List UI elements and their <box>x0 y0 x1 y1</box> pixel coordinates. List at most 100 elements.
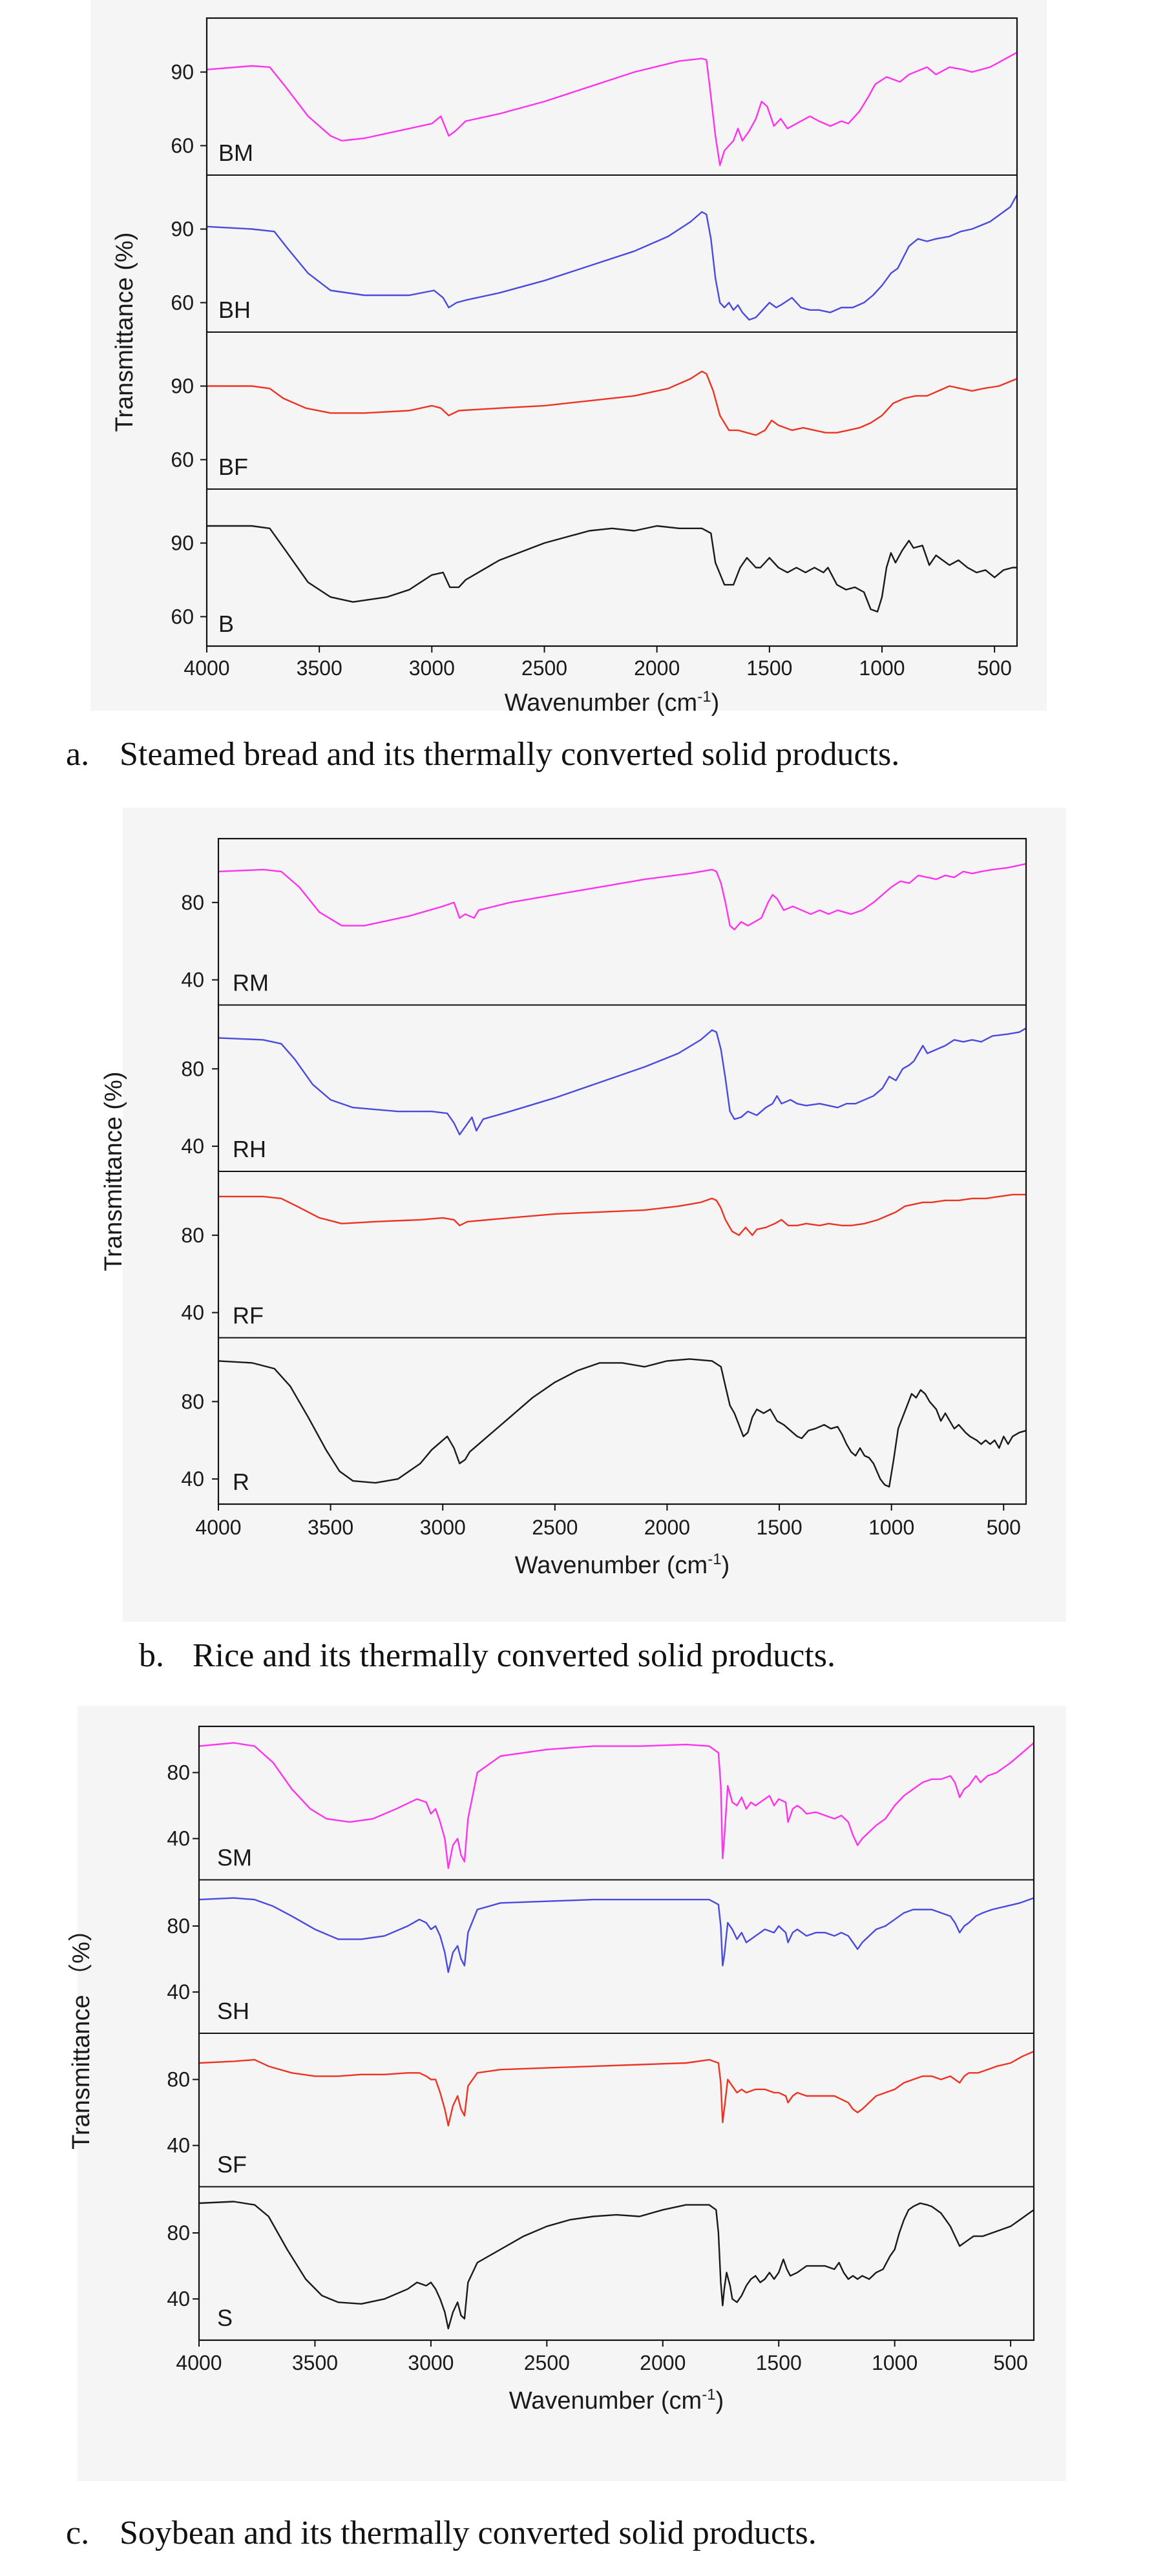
y-tick-label: 80 <box>167 1761 190 1785</box>
y-axis-title: Transmittance （%） <box>68 1917 95 2150</box>
x-tick-label: 4000 <box>184 656 229 680</box>
y-tick-label: 40 <box>167 1980 190 2004</box>
y-tick-label: 80 <box>181 891 204 914</box>
y-tick-label: 60 <box>171 134 194 157</box>
sample-label-RH: RH <box>233 1136 266 1162</box>
caption-a-text: Steamed bread and its thermally converte… <box>120 736 900 773</box>
y-tick-label: 40 <box>167 2134 190 2157</box>
series-R: 80 40 R <box>181 1358 1027 1495</box>
x-tick-label: 1000 <box>859 656 905 680</box>
y-tick-label: 90 <box>171 375 194 398</box>
x-tick-label: 2000 <box>644 1516 690 1539</box>
chart-panel-b: 80 40 RM 80 40 RH 80 40 RF 80 40 R 4000 3500 3000 2500 2… <box>100 808 1066 1622</box>
y-axis-title: Transmittance (%) <box>100 1072 127 1272</box>
x-tick-label: 500 <box>993 2351 1027 2374</box>
spectrum-line-R <box>218 1358 1027 1488</box>
x-tick-label: 2500 <box>521 656 567 680</box>
sample-label-RF: RF <box>233 1303 264 1329</box>
x-tick-label: 3000 <box>409 656 455 680</box>
y-tick-label: 60 <box>171 291 194 314</box>
spectrum-line-SF <box>198 2050 1034 2127</box>
y-axis-title: Transmittance (%) <box>111 233 138 432</box>
series-BH: 90 60 BH <box>171 194 1018 323</box>
x-tick-label: 500 <box>977 656 1011 680</box>
caption-c-letter: c. <box>66 2515 90 2551</box>
plot-frame <box>217 837 1027 1505</box>
x-tick-label: 3500 <box>308 1516 353 1539</box>
x-tick-label: 4000 <box>195 1516 241 1539</box>
spectrum-line-B <box>207 525 1017 613</box>
x-tick-label: 1000 <box>872 2351 918 2374</box>
x-tick-label: 3500 <box>297 656 342 680</box>
y-tick-label: 40 <box>181 1301 204 1325</box>
sample-label-B: B <box>218 611 234 637</box>
x-tick-label: 1500 <box>746 656 792 680</box>
series-B: 90 60 B <box>171 525 1017 637</box>
sample-label-BM: BM <box>218 140 253 166</box>
y-tick-label: 90 <box>171 218 194 241</box>
panel-background <box>123 808 1066 1622</box>
plot-frame <box>205 17 1018 647</box>
spectrum-line-RF <box>218 1193 1026 1236</box>
x-axis-title: Wavenumber (cm-1) <box>505 688 719 717</box>
y-tick-label: 60 <box>171 448 194 471</box>
sample-label-SF: SF <box>217 2152 247 2178</box>
caption-a-letter: a. <box>66 736 90 773</box>
y-tick-label: 40 <box>181 969 204 992</box>
x-tick-label: 3500 <box>292 2351 338 2374</box>
spectrum-line-BM <box>206 52 1018 166</box>
chart-panel-c: 80 40 SM 80 40 SH 80 40 SF 80 40 S 4000 3500 3000 2500 2… <box>68 1706 1066 2481</box>
caption-b-letter: b. <box>139 1637 164 1674</box>
series-S: 80 40 S <box>167 2201 1034 2331</box>
caption-b: b. Rice and its thermally converted soli… <box>139 1639 835 1673</box>
x-tick-label: 2500 <box>532 1516 578 1539</box>
x-tick-label: 1000 <box>868 1516 914 1539</box>
x-axis-title: Wavenumber (cm-1) <box>515 1551 729 1579</box>
series-SF: 80 40 SF <box>167 2050 1034 2178</box>
spectrum-line-RM <box>218 863 1027 930</box>
y-tick-label: 80 <box>181 1390 204 1413</box>
y-tick-label: 40 <box>167 1827 190 1850</box>
spectrum-line-SM <box>198 1742 1034 1869</box>
x-tick-label: 500 <box>987 1516 1021 1539</box>
caption-a: a. Steamed bread and its thermally conve… <box>66 738 899 771</box>
sample-label-BF: BF <box>218 454 248 480</box>
y-tick-label: 40 <box>181 1467 204 1491</box>
series-BM: 90 60 BM <box>171 52 1018 166</box>
x-tick-label: 2000 <box>640 2351 686 2374</box>
series-RH: 80 40 RH <box>181 1027 1027 1162</box>
series-SM: 80 40 SM <box>167 1742 1034 1871</box>
y-tick-label: 60 <box>171 605 194 628</box>
spectrum-line-BH <box>206 194 1018 321</box>
x-tick-label: 1500 <box>756 1516 802 1539</box>
sample-label-BH: BH <box>218 297 251 323</box>
plot-frame <box>198 1725 1035 2341</box>
caption-b-text: Rice and its thermally converted solid p… <box>193 1637 835 1674</box>
series-RF: 80 40 RF <box>181 1193 1026 1329</box>
x-tick-label: 2500 <box>524 2351 570 2374</box>
y-tick-label: 40 <box>167 2287 190 2310</box>
spectrum-line-SH <box>198 1897 1034 1973</box>
y-tick-label: 90 <box>171 61 194 84</box>
panel-background <box>90 0 1047 711</box>
sample-label-R: R <box>233 1469 249 1495</box>
x-tick-label: 3000 <box>408 2351 454 2374</box>
x-tick-label: 2000 <box>634 656 680 680</box>
series-SH: 80 40 SH <box>167 1897 1034 2024</box>
y-tick-label: 80 <box>181 1224 204 1247</box>
x-tick-label: 1500 <box>756 2351 802 2374</box>
spectrum-line-S <box>198 2201 1034 2330</box>
chart-panel-a: 90 60 BM 90 60 BH 90 60 BF 90 60 B 4000 3500 3000 2500 2… <box>90 0 1047 717</box>
x-axis-title: Wavenumber (cm-1) <box>509 2386 724 2414</box>
y-tick-label: 40 <box>181 1135 204 1158</box>
sample-label-SM: SM <box>217 1845 252 1871</box>
y-tick-label: 80 <box>167 1914 190 1938</box>
sample-label-RM: RM <box>233 970 269 996</box>
sample-label-S: S <box>217 2305 233 2331</box>
caption-c: c. Soybean and its thermally converted s… <box>66 2517 817 2550</box>
y-tick-label: 80 <box>167 2068 190 2091</box>
spectrum-line-RH <box>218 1027 1027 1136</box>
y-tick-label: 80 <box>167 2221 190 2245</box>
